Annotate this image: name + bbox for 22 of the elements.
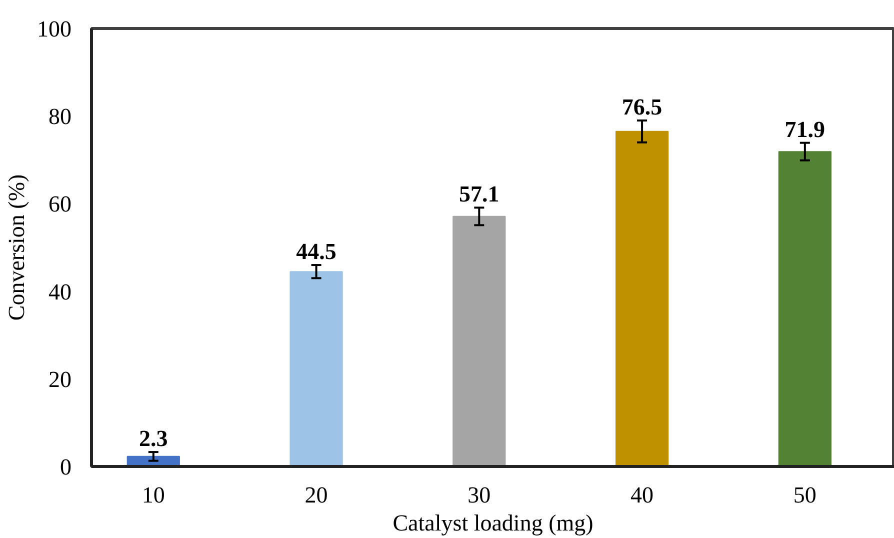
- x-axis-title: Catalyst loading (mg): [392, 510, 594, 536]
- x-tick-label: 10: [142, 482, 165, 508]
- bar: [615, 130, 669, 466]
- data-label: 44.5: [296, 239, 336, 264]
- data-label: 71.9: [784, 116, 826, 142]
- y-tick-label: 20: [48, 366, 72, 392]
- y-tick-label: 40: [48, 279, 72, 304]
- data-label: 76.5: [622, 94, 662, 120]
- x-tick-label: 20: [304, 482, 328, 508]
- y-tick-label: 80: [48, 104, 72, 130]
- data-label: 2.3: [139, 426, 168, 452]
- x-tick-label: 50: [793, 482, 816, 508]
- bar: [778, 151, 832, 466]
- x-tick-label: 40: [630, 482, 654, 508]
- y-axis-title: Conversion (%): [4, 174, 29, 321]
- bar: [290, 271, 343, 466]
- data-label: 57.1: [459, 182, 500, 207]
- y-tick-label: 100: [37, 16, 72, 42]
- y-tick-label: 60: [48, 192, 72, 217]
- bar: [452, 216, 506, 466]
- y-tick-label: 0: [60, 454, 72, 480]
- x-tick-label: 30: [468, 482, 491, 508]
